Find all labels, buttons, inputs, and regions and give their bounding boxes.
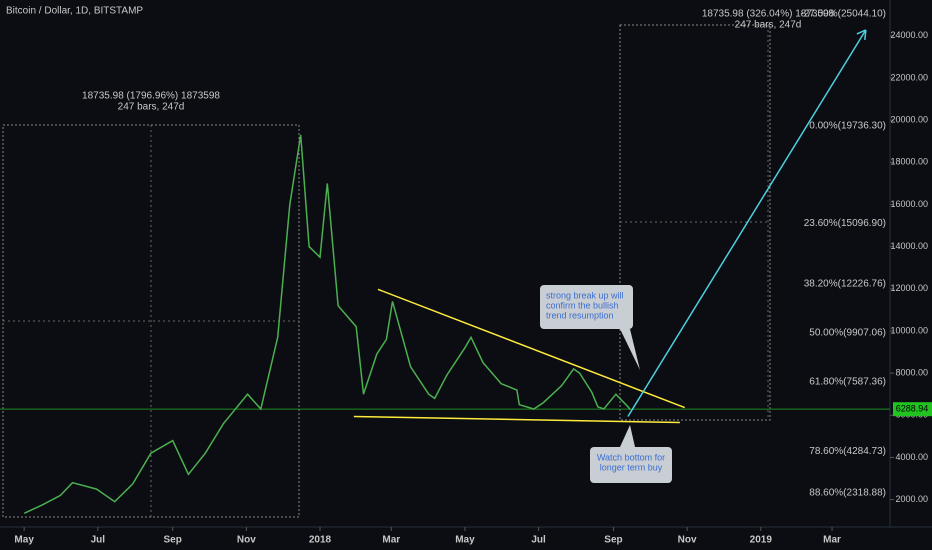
callout-tail (620, 425, 635, 447)
y-tick-label: 10000.00 (890, 325, 928, 335)
x-tick-label: May (14, 535, 34, 546)
y-tick-label: 22000.00 (890, 72, 928, 82)
fib-label: 78.60%(4284.73) (809, 446, 886, 457)
callout-text: strong break up will (546, 290, 624, 300)
callout-box (540, 285, 633, 329)
fib-label: -27.00%(25044.10) (800, 8, 886, 19)
x-tick-label: Jul (531, 535, 546, 546)
x-tick-label: 2018 (309, 535, 332, 546)
last-price-tag (893, 402, 932, 417)
y-tick-label: 2000.00 (895, 494, 928, 504)
trendline (353, 415, 680, 424)
callout-tail (620, 329, 640, 370)
callout-text: longer term buy (600, 462, 663, 472)
y-tick-label: 18000.00 (890, 157, 928, 167)
x-tick-label: Sep (604, 535, 622, 546)
callout-text: Watch bottom for (597, 452, 665, 462)
callout-text: trend resumption (546, 310, 614, 320)
measure-label: 18735.98 (326.04%) 1873598 (702, 9, 835, 20)
x-tick-label: Nov (678, 535, 697, 546)
trendline (377, 288, 685, 409)
measure-label: 18735.98 (1796.96%) 1873598 (82, 91, 220, 102)
fib-label: 88.60%(2318.88) (809, 488, 886, 499)
y-tick-label: 24000.00 (890, 30, 928, 40)
x-tick-label: Sep (164, 535, 182, 546)
fib-label: 50.00%(9907.06) (809, 328, 886, 339)
x-tick-label: Mar (382, 535, 400, 546)
x-tick-label: Nov (237, 535, 256, 546)
x-tick-label: Mar (823, 535, 841, 546)
fib-label: 38.20%(12226.76) (804, 279, 886, 290)
price-line (23, 134, 631, 514)
trendline (627, 29, 867, 417)
y-tick-label: 8000.00 (895, 367, 928, 377)
fib-label: 0.00%(19736.30) (809, 120, 886, 131)
y-tick-label: 12000.00 (890, 283, 928, 293)
y-tick-label: 20000.00 (890, 115, 928, 125)
callout-box (590, 447, 672, 483)
chart-title: Bitcoin / Dollar, 1D, BITSTAMP (6, 6, 143, 17)
last-price-label: 6288.94 (896, 404, 929, 414)
callout-text: confirm the bullish (546, 300, 619, 310)
x-tick-label: Jul (91, 535, 106, 546)
measure-label: 247 bars, 247d (735, 20, 802, 31)
y-tick-label: 16000.00 (890, 199, 928, 209)
y-tick-label: 14000.00 (890, 241, 928, 251)
fib-label: 61.80%(7587.36) (809, 376, 886, 387)
x-tick-label: 2019 (750, 535, 773, 546)
measure-label: 247 bars, 247d (118, 102, 185, 113)
arrow-head (856, 29, 867, 40)
fib-label: 23.60%(15096.90) (804, 218, 886, 229)
y-tick-label: 4000.00 (895, 452, 928, 462)
x-tick-label: May (455, 535, 475, 546)
